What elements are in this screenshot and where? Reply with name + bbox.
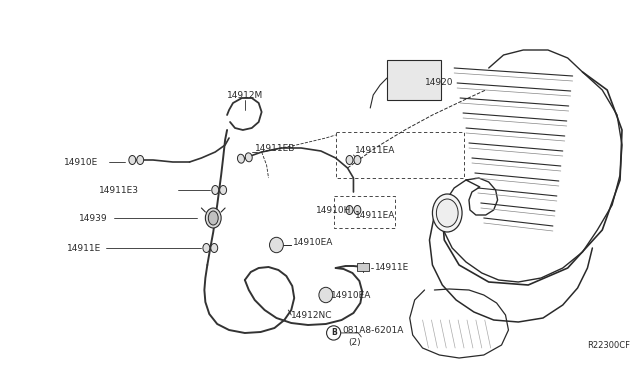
Ellipse shape [319,287,333,303]
Ellipse shape [269,237,284,253]
Text: 14920: 14920 [424,77,453,87]
Ellipse shape [203,244,210,253]
Text: 14911E: 14911E [67,244,101,253]
Bar [357,263,369,271]
Text: 14911E: 14911E [375,263,410,273]
Text: (2): (2) [349,339,361,347]
Text: R22300CF: R22300CF [588,340,630,350]
Ellipse shape [436,199,458,227]
Ellipse shape [211,244,218,253]
Text: 14910E: 14910E [64,157,99,167]
Text: 14910EA: 14910EA [293,237,333,247]
Text: 14911EA: 14911EA [355,211,396,219]
Ellipse shape [129,155,136,164]
Text: B: B [331,328,337,337]
Text: 14912M: 14912M [227,90,263,99]
Ellipse shape [209,211,218,225]
Bar [387,60,442,100]
Text: 14911E3: 14911E3 [99,186,139,195]
Ellipse shape [205,208,221,228]
Text: 14912NC: 14912NC [291,311,333,320]
Circle shape [326,326,340,340]
Text: 14939: 14939 [79,214,108,222]
Ellipse shape [354,155,361,164]
Ellipse shape [354,205,361,215]
Text: 14910EA: 14910EA [331,291,371,299]
Ellipse shape [346,205,353,215]
Ellipse shape [137,155,143,164]
Text: 14911EA: 14911EA [355,145,396,154]
Ellipse shape [237,154,244,163]
Text: 081A8-6201A: 081A8-6201A [342,327,404,336]
Ellipse shape [220,186,227,195]
Text: 14910H: 14910H [316,205,351,215]
Ellipse shape [212,186,219,195]
Ellipse shape [346,155,353,164]
Ellipse shape [433,194,462,232]
Text: 14911EB: 14911EB [255,144,295,153]
Ellipse shape [245,153,252,162]
